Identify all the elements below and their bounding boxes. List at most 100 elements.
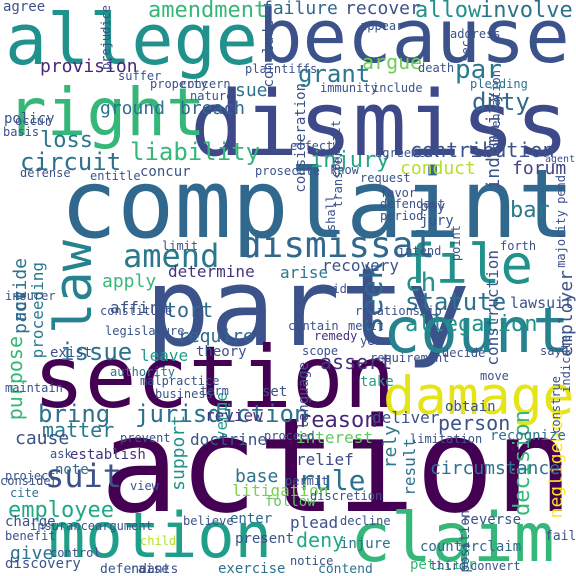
cloud-word: charge [5,514,56,530]
cloud-word: child [140,534,177,548]
cloud-word: par [455,55,502,85]
cloud-word: complaint [60,150,575,260]
cloud-word: exercise [218,561,286,576]
cloud-word: indicate [559,335,573,393]
cloud-word: contain [288,319,339,333]
cloud-word: rely [380,425,401,469]
cloud-word: occur [15,114,52,128]
cloud-word: ground [100,98,166,119]
cloud-word: pay [420,199,446,215]
cloud-word: apply [102,271,157,292]
cloud-word: benefit [5,529,56,543]
cloud-word: interest [296,428,374,447]
cloud-word: forth [500,239,537,253]
cloud-word: count [383,294,570,367]
cloud-word: request [360,171,411,185]
cloud-word: discretion [310,489,383,503]
cloud-word: prejudice [99,5,113,71]
cloud-word: relationship [355,304,442,318]
cloud-word: grant [298,60,371,88]
cloud-word: malpractice [140,374,220,388]
cloud-word: compensation [489,70,503,157]
cloud-word: because [258,0,570,80]
cloud-word: legislature [105,324,185,338]
cloud-word: suffer [118,69,162,83]
cloud-word: remedy [314,329,358,343]
cloud-word: contend [318,562,373,576]
cloud-word: scope [302,344,339,358]
cloud-word: property [150,77,208,91]
cloud-word: liability [130,138,261,166]
cloud-word: merit [348,319,385,333]
cloud-word: immunity [320,81,378,95]
cloud-word: recover [345,0,421,19]
cloud-word: ask [50,447,72,461]
cloud-word: evidence [318,282,376,296]
cloud-word: determine [168,262,255,281]
cloud-word: involve [480,0,573,23]
cloud-word: deny [296,528,345,552]
cloud-word: know [330,163,359,177]
cloud-word: concur [140,164,191,180]
cloud-word: conclude [261,20,277,88]
cloud-word: contribution [410,138,555,162]
cloud-word: lawsuit [510,294,574,312]
cloud-word: rule [298,464,366,497]
cloud-word: notice [290,554,334,568]
cloud-word: defendant [380,197,446,211]
cloud-word: injure [340,536,391,552]
cloud-word: give [10,543,54,564]
cloud-word: insurer [5,289,56,303]
cloud-word: purpose [3,336,27,421]
cloud-word: language [296,362,312,430]
cloud-word: include [372,81,423,95]
cloud-word: requirement [370,351,450,365]
cloud-word: allegation [405,312,538,337]
cloud-word: section [33,328,396,428]
cloud-word: employee [8,498,114,523]
cloud-word: nature [190,89,234,103]
cloud-word: control [50,546,101,560]
cloud-word: deliver [372,408,440,427]
cloud-word: sec [459,40,473,62]
cloud-word: file [403,233,534,296]
cloud-word: petition [410,557,478,573]
cloud-word: insurance [30,519,96,533]
cloud-word: fail [545,529,576,544]
cloud-word: statute [405,288,507,316]
cloud-word: jurisdiction [135,400,309,428]
cloud-word: prosecute [255,164,321,178]
cloud-word: allege [5,0,258,81]
cloud-word: business [155,387,213,401]
cloud-word: intend [398,244,442,258]
cloud-word: basis [3,125,40,139]
cloud-word: project [5,469,56,483]
cloud-word: party [145,246,471,371]
cloud-word: year [360,334,389,348]
cloud-word: jury [420,213,454,229]
cloud-word: support [168,415,189,491]
cloud-word: third [430,559,467,573]
cloud-word: tort [165,298,214,322]
cloud-word: consider [0,474,58,488]
cloud-word: proceeding [28,262,47,359]
cloud-word: affirm [110,298,168,317]
cloud-word: limitation [410,432,483,446]
cloud-word: permit [285,474,329,488]
cloud-word: follow [265,494,316,510]
cloud-word: result [400,438,419,496]
cloud-word: maintain [5,381,63,395]
cloud-word: bring [38,400,111,428]
cloud-word: breach [180,98,246,119]
cloud-word: point [449,225,463,262]
cloud-word: matter [42,418,115,442]
cloud-word: motion [48,499,272,572]
cloud-word: agent [545,154,576,165]
cloud-word: bar [510,198,550,223]
cloud-word: authority [110,365,176,379]
cloud-word: view [130,479,159,493]
cloud-word: dismiss [190,72,570,177]
cloud-word: effect [290,139,334,153]
cloud-word: cause [15,428,70,449]
cloud-word: doctrine [190,430,268,449]
